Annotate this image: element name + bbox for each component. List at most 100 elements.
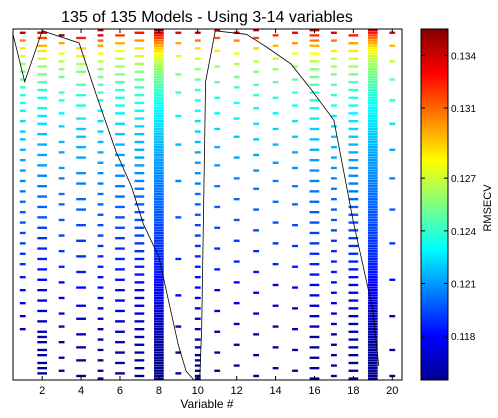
model-cell-var-6 xyxy=(115,104,125,107)
model-cell-var-1 xyxy=(19,328,26,331)
model-cell-var-19 xyxy=(367,60,378,63)
model-cell-var-6 xyxy=(115,112,125,115)
model-cell-var-5 xyxy=(97,348,104,352)
model-cell-var-2 xyxy=(37,174,48,177)
model-cell-var-9 xyxy=(175,55,182,58)
model-cell-var-5 xyxy=(97,338,104,341)
model-cell-var-19 xyxy=(367,83,378,86)
model-cell-var-1 xyxy=(19,211,26,214)
model-cell-var-18 xyxy=(348,237,359,240)
model-cells xyxy=(19,29,396,380)
model-cell-var-10 xyxy=(194,364,201,367)
model-cell-var-19 xyxy=(367,302,378,305)
model-cell-var-5 xyxy=(97,213,104,216)
model-cell-var-13 xyxy=(253,187,260,190)
model-cell-var-4 xyxy=(76,83,86,86)
model-cell-var-19 xyxy=(367,127,378,131)
model-cell-var-9 xyxy=(175,73,182,76)
model-cell-var-4 xyxy=(76,94,86,97)
model-cell-var-10 xyxy=(194,57,201,60)
model-cell-var-13 xyxy=(253,250,260,253)
model-cell-var-8 xyxy=(154,307,164,310)
model-cell-var-15 xyxy=(292,78,298,81)
model-cell-var-2 xyxy=(37,96,48,99)
model-cell-var-8 xyxy=(154,36,164,40)
model-cell-var-3 xyxy=(58,177,65,180)
model-cell-var-18 xyxy=(348,198,359,201)
model-cell-var-13 xyxy=(253,60,260,63)
model-cell-var-18 xyxy=(348,42,359,45)
model-cell-var-4 xyxy=(76,182,86,185)
model-cell-var-10 xyxy=(194,130,201,133)
model-cell-var-8 xyxy=(154,283,164,287)
model-cell-var-16 xyxy=(309,52,320,55)
model-cell-var-11 xyxy=(214,112,221,115)
model-cell-var-4 xyxy=(76,270,86,274)
model-cell-var-8 xyxy=(154,169,164,172)
model-cell-var-7 xyxy=(134,187,145,190)
model-cell-var-14 xyxy=(272,143,279,146)
model-cell-var-19 xyxy=(367,159,378,162)
model-cell-var-8 xyxy=(154,146,164,149)
model-cell-var-8 xyxy=(154,70,164,73)
model-cell-var-16 xyxy=(309,304,320,307)
model-cell-var-11 xyxy=(214,309,221,313)
model-cell-var-7 xyxy=(134,257,145,261)
model-cell-var-8 xyxy=(154,65,164,68)
model-cell-var-5 xyxy=(97,286,104,289)
model-cell-var-18 xyxy=(348,213,359,216)
model-cell-var-19 xyxy=(367,216,378,219)
model-cell-var-20 xyxy=(389,315,396,318)
model-cell-var-8 xyxy=(154,164,164,167)
model-cell-var-14 xyxy=(272,68,279,71)
model-cell-var-10 xyxy=(194,192,201,196)
model-cell-var-7 xyxy=(134,289,145,292)
model-cell-var-8 xyxy=(154,343,164,346)
model-cell-var-15 xyxy=(292,52,298,55)
model-cell-var-2 xyxy=(37,361,48,365)
model-cell-var-8 xyxy=(154,55,164,58)
model-cell-var-16 xyxy=(309,335,320,339)
model-cell-var-18 xyxy=(348,159,359,162)
model-cell-var-3 xyxy=(58,192,65,196)
model-cell-var-17 xyxy=(331,364,337,367)
model-cell-var-2 xyxy=(37,348,48,352)
model-cell-var-8 xyxy=(154,312,164,315)
model-cell-var-19 xyxy=(367,86,378,89)
model-cell-var-17 xyxy=(331,31,337,34)
model-cell-var-16 xyxy=(309,325,320,328)
model-cell-var-8 xyxy=(154,44,164,47)
model-cell-var-8 xyxy=(154,234,164,237)
model-cell-var-7 xyxy=(134,273,145,276)
model-cell-var-14 xyxy=(272,367,279,370)
model-cell-var-11 xyxy=(214,205,221,209)
model-cell-var-18 xyxy=(348,49,359,53)
model-cell-var-7 xyxy=(134,55,145,58)
model-cell-var-19 xyxy=(367,273,378,276)
model-cell-var-8 xyxy=(154,99,164,102)
model-cell-var-7 xyxy=(134,164,145,167)
model-cell-var-13 xyxy=(253,312,260,315)
model-cell-var-1 xyxy=(19,179,26,183)
model-cell-var-19 xyxy=(367,75,378,79)
model-cell-var-13 xyxy=(253,169,260,172)
model-cell-var-10 xyxy=(194,255,201,258)
model-cell-var-7 xyxy=(134,125,145,128)
model-cell-var-8 xyxy=(154,179,164,183)
model-cell-var-18 xyxy=(348,166,359,170)
colorbar-ticks: 0.118 0.121 0.124 0.127 0.131 0.134 xyxy=(421,51,476,343)
model-cell-var-19 xyxy=(367,346,378,349)
model-cell-var-19 xyxy=(367,192,378,196)
x-tick-label: 16 xyxy=(308,385,320,397)
model-cell-var-6 xyxy=(115,330,125,333)
model-cell-var-8 xyxy=(154,281,164,284)
model-cell-var-8 xyxy=(154,68,164,71)
model-cell-var-13 xyxy=(253,354,260,357)
model-cell-var-17 xyxy=(331,291,337,294)
model-cell-var-8 xyxy=(154,57,164,60)
model-cell-var-17 xyxy=(331,83,337,86)
model-cell-var-16 xyxy=(309,200,320,203)
model-cell-var-16 xyxy=(309,117,320,120)
model-cell-var-8 xyxy=(154,88,164,92)
model-cell-var-8 xyxy=(154,161,164,164)
